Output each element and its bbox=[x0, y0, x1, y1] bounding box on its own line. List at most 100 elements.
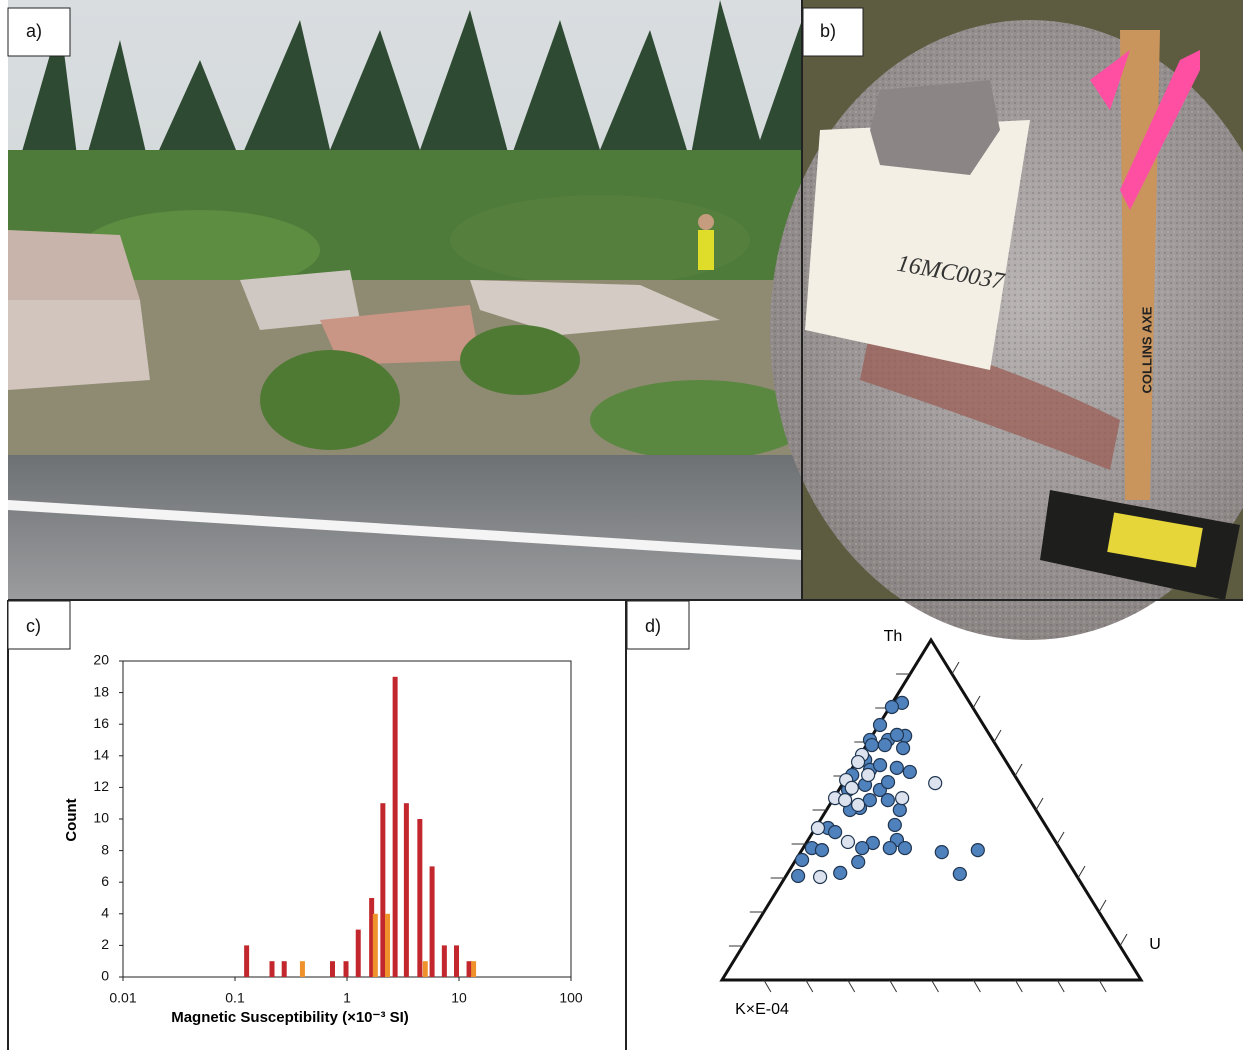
tick-mark bbox=[1057, 980, 1064, 992]
tick-mark bbox=[1057, 832, 1064, 844]
data-point bbox=[874, 759, 887, 772]
bar bbox=[356, 930, 361, 977]
data-point bbox=[829, 826, 842, 839]
tick-mark bbox=[973, 696, 980, 708]
data-point bbox=[935, 846, 948, 859]
y-tick-label: 2 bbox=[101, 936, 109, 952]
bar bbox=[404, 803, 409, 977]
y-tick-label: 20 bbox=[93, 652, 109, 668]
data-point bbox=[862, 768, 875, 781]
bar bbox=[393, 677, 398, 977]
figure: 16MC0037 COLLINS AXE a) b) c) d) Magneti… bbox=[0, 0, 1243, 1050]
data-point bbox=[881, 794, 894, 807]
data-point bbox=[856, 842, 869, 855]
data-point bbox=[815, 844, 828, 857]
y-tick-label: 4 bbox=[101, 905, 109, 921]
tick-mark bbox=[973, 980, 980, 992]
data-point bbox=[896, 792, 909, 805]
bar bbox=[380, 803, 385, 977]
panel-label: b) bbox=[820, 21, 836, 41]
tick-mark bbox=[932, 980, 939, 992]
y-tick-label: 14 bbox=[93, 747, 109, 763]
data-point bbox=[841, 835, 854, 848]
y-tick-label: 6 bbox=[101, 873, 109, 889]
data-point bbox=[953, 867, 966, 880]
bar bbox=[300, 961, 305, 977]
bar bbox=[244, 945, 249, 977]
data-point bbox=[883, 842, 896, 855]
data-point bbox=[971, 844, 984, 857]
data-point bbox=[890, 761, 903, 774]
x-tick-label: 0.1 bbox=[225, 990, 245, 1006]
data-point bbox=[865, 739, 878, 752]
tick-mark bbox=[994, 730, 1001, 742]
panel-label: d) bbox=[645, 616, 661, 636]
data-point bbox=[897, 742, 910, 755]
photo-b: 16MC0037 COLLINS AXE bbox=[770, 0, 1243, 640]
data-point bbox=[845, 781, 858, 794]
tick-mark bbox=[1015, 764, 1022, 776]
bar bbox=[471, 961, 476, 977]
data-point bbox=[929, 777, 942, 790]
data-point bbox=[882, 776, 895, 789]
data-point bbox=[814, 870, 827, 883]
bar bbox=[282, 961, 287, 977]
bar bbox=[270, 961, 275, 977]
vertex-label: U bbox=[1149, 936, 1161, 953]
bar bbox=[373, 914, 378, 977]
tick-mark bbox=[1099, 980, 1106, 992]
bar bbox=[430, 866, 435, 977]
data-point bbox=[834, 866, 847, 879]
data-point bbox=[796, 853, 809, 866]
panel-label: c) bbox=[26, 616, 41, 636]
tick-mark bbox=[1078, 866, 1085, 878]
data-point bbox=[852, 798, 865, 811]
data-point bbox=[852, 856, 865, 869]
photo-a bbox=[8, 0, 810, 600]
data-point bbox=[839, 794, 852, 807]
bar bbox=[417, 819, 422, 977]
data-point bbox=[852, 756, 865, 769]
y-tick-label: 18 bbox=[93, 683, 109, 699]
y-tick-label: 0 bbox=[101, 968, 109, 984]
y-axis-label: Count bbox=[63, 798, 80, 841]
x-tick-label: 1 bbox=[343, 990, 351, 1006]
tick-mark bbox=[764, 980, 771, 992]
bar bbox=[454, 945, 459, 977]
x-axis-label: Magnetic Susceptibility (×10⁻³ SI) bbox=[171, 1009, 409, 1026]
panel-label: a) bbox=[26, 21, 42, 41]
bar bbox=[467, 961, 472, 977]
tick-mark bbox=[806, 980, 813, 992]
bar bbox=[442, 945, 447, 977]
data-point bbox=[888, 818, 901, 831]
tick-mark bbox=[1036, 798, 1043, 810]
x-tick-label: 0.01 bbox=[109, 990, 136, 1006]
data-point bbox=[890, 728, 903, 741]
bar bbox=[385, 914, 390, 977]
plot-frame bbox=[123, 661, 571, 977]
data-point bbox=[898, 842, 911, 855]
data-point bbox=[903, 765, 916, 778]
y-tick-label: 12 bbox=[93, 778, 109, 794]
bar bbox=[423, 961, 428, 977]
tick-mark bbox=[1015, 980, 1022, 992]
tick-mark bbox=[890, 980, 897, 992]
data-point bbox=[878, 739, 891, 752]
y-tick-label: 10 bbox=[93, 810, 109, 826]
bar bbox=[344, 961, 349, 977]
tick-mark bbox=[1099, 900, 1106, 912]
data-point bbox=[874, 719, 887, 732]
data-point bbox=[893, 804, 906, 817]
tick-mark bbox=[1120, 934, 1127, 946]
triangle bbox=[722, 640, 1141, 980]
tick-mark bbox=[848, 980, 855, 992]
y-tick-label: 8 bbox=[101, 841, 109, 857]
x-tick-label: 100 bbox=[559, 990, 583, 1006]
data-point bbox=[792, 869, 805, 882]
axe-brand: COLLINS AXE bbox=[1139, 306, 1154, 393]
vertex-label: K×E-04 bbox=[735, 1001, 789, 1018]
data-point bbox=[811, 822, 824, 835]
y-tick-label: 16 bbox=[93, 715, 109, 731]
vertex-label: Th bbox=[884, 628, 903, 645]
x-tick-label: 10 bbox=[451, 990, 467, 1006]
